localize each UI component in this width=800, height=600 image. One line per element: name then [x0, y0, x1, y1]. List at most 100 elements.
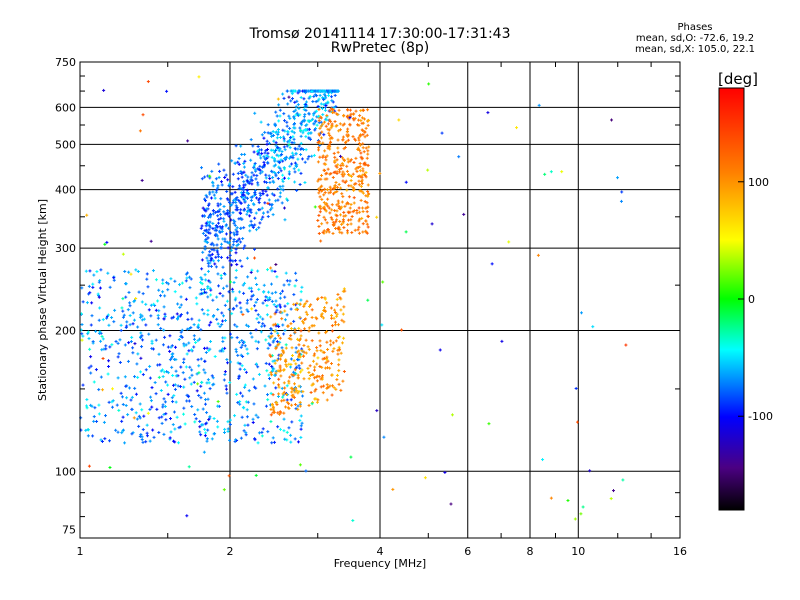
data-point	[332, 89, 334, 93]
data-point	[221, 229, 223, 233]
data-point	[347, 108, 349, 112]
data-point	[286, 144, 288, 148]
data-point	[233, 233, 235, 237]
data-point	[242, 283, 244, 287]
data-point	[120, 391, 122, 395]
data-point	[207, 259, 209, 263]
data-point	[140, 313, 142, 317]
data-point	[151, 347, 153, 351]
data-point	[359, 148, 361, 152]
data-point	[207, 269, 209, 273]
data-point	[305, 148, 307, 152]
data-point	[349, 173, 351, 177]
data-point	[284, 148, 286, 152]
data-point	[258, 372, 260, 376]
data-point	[273, 367, 275, 371]
chart-title: Tromsø 20141114 17:30:00-17:31:43	[249, 26, 511, 42]
data-point	[342, 221, 344, 225]
data-point	[316, 349, 318, 353]
data-point	[217, 214, 219, 218]
data-point	[355, 156, 357, 160]
data-point	[282, 159, 284, 163]
data-point	[123, 313, 125, 317]
data-point	[302, 394, 304, 398]
data-point	[204, 239, 206, 243]
data-point	[299, 113, 301, 117]
data-point	[320, 377, 322, 381]
data-point	[323, 356, 325, 360]
data-point	[227, 427, 229, 431]
data-point	[236, 226, 238, 230]
data-point	[206, 223, 208, 227]
data-point	[278, 377, 280, 381]
data-point	[228, 290, 230, 294]
data-point	[358, 138, 360, 142]
data-point	[220, 349, 222, 353]
data-point	[210, 340, 212, 344]
data-point	[117, 355, 119, 359]
data-point	[161, 415, 163, 419]
data-point	[208, 381, 210, 385]
data-point	[348, 195, 350, 199]
data-point	[205, 193, 207, 197]
data-point	[338, 201, 340, 205]
data-point	[155, 278, 157, 282]
data-point	[90, 323, 92, 327]
data-point	[211, 257, 213, 261]
data-point	[326, 358, 328, 362]
data-point	[203, 288, 205, 292]
data-point	[212, 376, 214, 380]
data-point	[312, 100, 314, 104]
data-point	[179, 305, 181, 309]
data-point	[264, 180, 266, 184]
data-point	[362, 167, 364, 171]
data-point	[146, 434, 148, 438]
data-point	[298, 343, 300, 347]
data-point	[165, 380, 167, 384]
data-point	[277, 159, 279, 163]
data-point	[297, 391, 299, 395]
data-point	[360, 151, 362, 155]
data-point	[107, 271, 109, 275]
data-point	[285, 363, 287, 367]
data-point	[314, 397, 316, 401]
data-point	[356, 209, 358, 213]
data-point	[243, 226, 245, 230]
data-point	[301, 347, 303, 351]
data-point	[320, 102, 322, 106]
data-point	[223, 378, 225, 382]
data-point	[365, 219, 367, 223]
data-point	[87, 332, 89, 336]
data-point	[351, 174, 353, 178]
data-point	[225, 173, 227, 177]
data-point	[277, 198, 279, 202]
data-point	[235, 228, 237, 232]
data-point	[95, 329, 97, 333]
data-point	[244, 199, 246, 203]
data-point	[361, 179, 363, 183]
data-point	[319, 155, 321, 159]
data-point	[92, 341, 94, 345]
data-point	[362, 142, 364, 146]
data-point	[317, 99, 319, 103]
data-point	[337, 352, 339, 356]
data-point	[316, 89, 318, 93]
data-point	[298, 384, 300, 388]
data-point	[244, 159, 246, 163]
data-point	[141, 438, 143, 442]
data-point	[285, 271, 287, 275]
data-point	[214, 355, 216, 359]
grid	[80, 62, 680, 538]
data-point	[179, 385, 181, 389]
data-point	[289, 116, 291, 120]
data-point	[216, 419, 218, 423]
data-point	[275, 149, 277, 153]
data-point	[278, 165, 280, 169]
data-point	[201, 380, 203, 384]
data-point	[176, 312, 178, 316]
data-point	[249, 180, 251, 184]
data-point	[301, 361, 303, 365]
data-point	[361, 173, 363, 177]
data-point	[331, 124, 333, 128]
data-point	[199, 419, 201, 423]
